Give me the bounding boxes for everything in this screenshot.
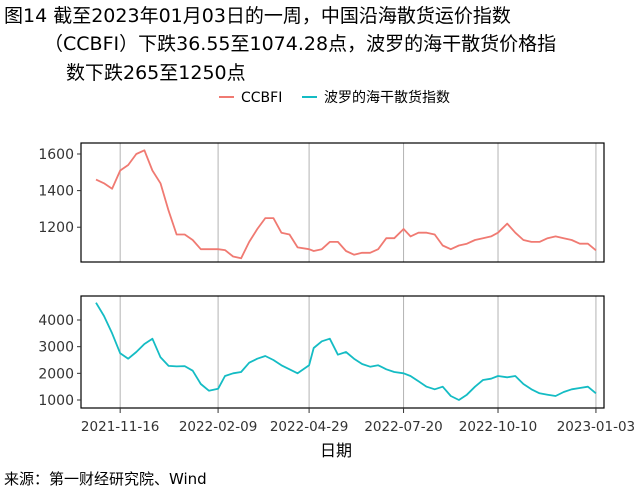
title-line-2: （CCBFI）下跌36.55至1074.28点，波罗的海干散货价格指 bbox=[44, 33, 557, 55]
x-tick-label: 2022-04-29 bbox=[270, 419, 348, 435]
y-tick-label: 1000 bbox=[38, 393, 74, 409]
title-line-3: 数下跌265至1250点 bbox=[66, 62, 246, 84]
y-tick-label: 1200 bbox=[38, 220, 74, 236]
panel-2: 1000 2000 3000 4000 bbox=[38, 295, 605, 409]
series-line-bdi bbox=[95, 302, 597, 401]
legend: CCBFI 波罗的海干散货指数 bbox=[219, 89, 450, 106]
x-tick-label: 2022-07-20 bbox=[364, 419, 442, 435]
x-tick-label: 2021-11-16 bbox=[81, 419, 159, 435]
panel-frame bbox=[80, 295, 605, 409]
y-tick-label: 4000 bbox=[38, 313, 74, 329]
x-tick-label: 2022-02-09 bbox=[179, 419, 257, 435]
x-tick-label: 2022-10-10 bbox=[459, 419, 537, 435]
x-axis: 2021-11-16 2022-02-09 2022-04-29 2022-07-20… bbox=[81, 408, 635, 435]
x-axis-label: 日期 bbox=[320, 441, 352, 460]
x-tick-label: 2023-01-03 bbox=[557, 419, 635, 435]
y-tick-label: 1600 bbox=[38, 147, 74, 163]
y-tick-label: 3000 bbox=[38, 340, 74, 356]
legend-label-bdi: 波罗的海干散货指数 bbox=[324, 89, 450, 106]
title-line-1: 图14 截至2023年01月03日的一周，中国沿海散货运价指数 bbox=[4, 5, 511, 27]
series-line-ccbfi bbox=[95, 149, 597, 260]
y-tick-label: 2000 bbox=[38, 366, 74, 382]
panel-1: 1200 1400 1600 bbox=[38, 142, 605, 263]
source-note: 来源：第一财经研究院、Wind bbox=[4, 470, 207, 488]
panel-frame bbox=[80, 142, 605, 263]
legend-label-ccbfi: CCBFI bbox=[241, 90, 282, 106]
y-tick-label: 1400 bbox=[38, 184, 74, 200]
